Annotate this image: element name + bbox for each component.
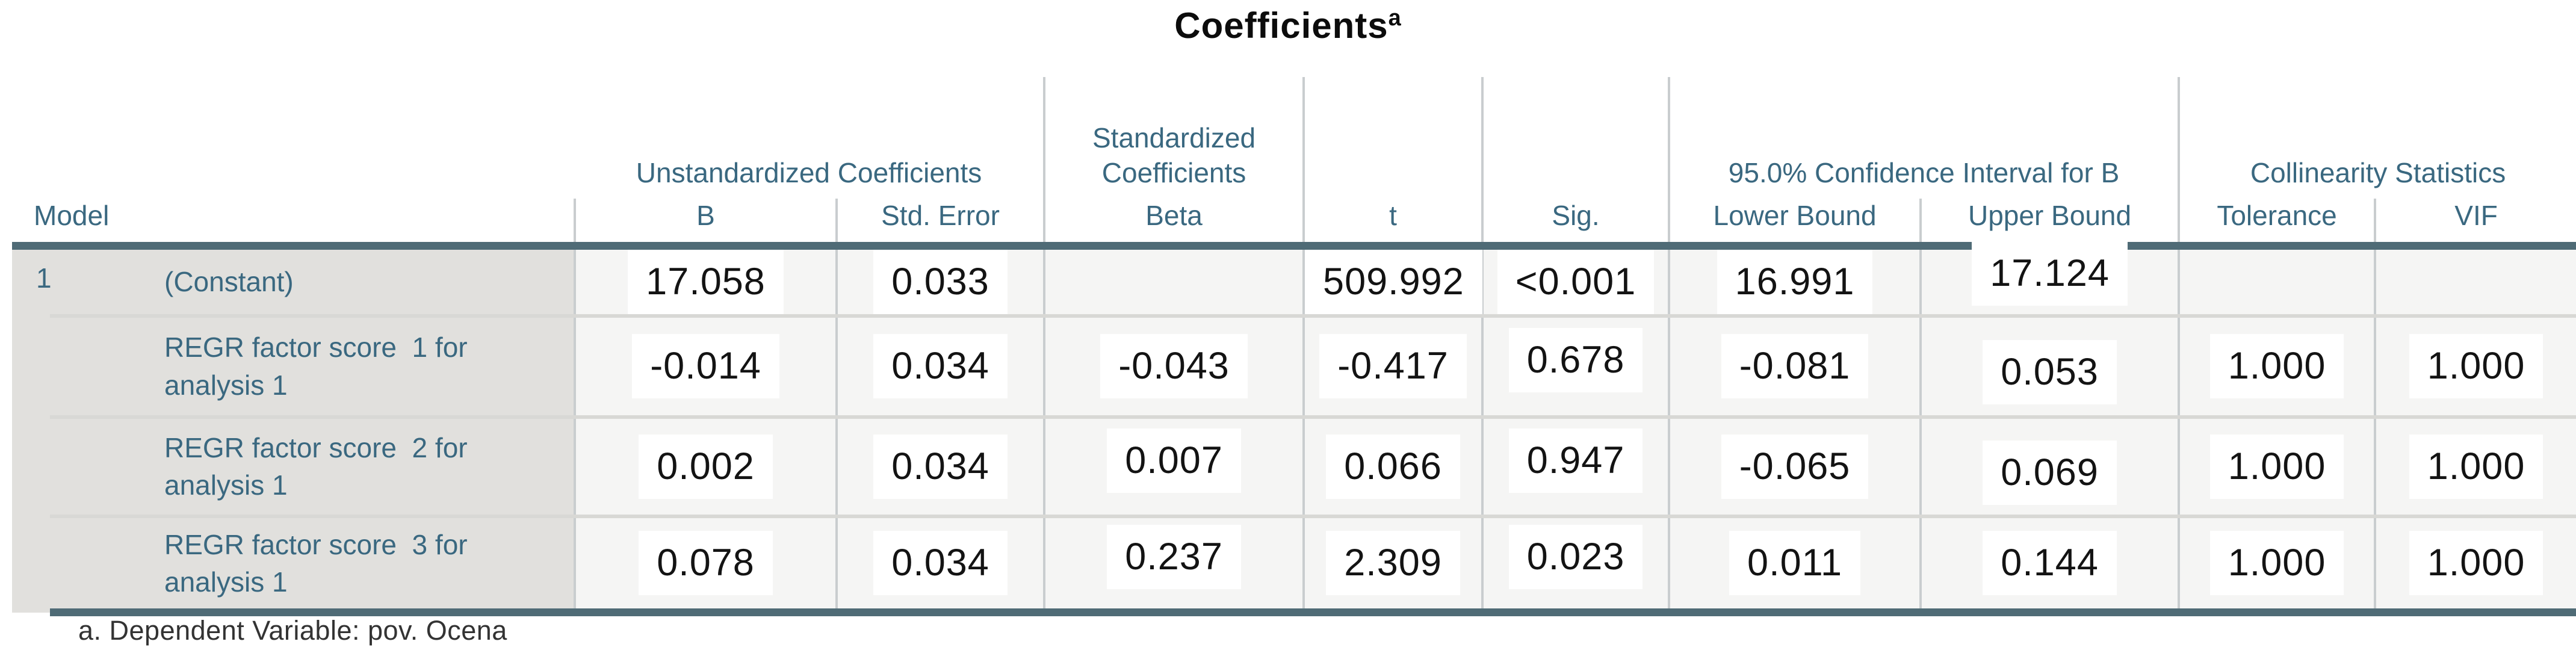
value-vif: 1.000 (2409, 531, 2543, 596)
value-b: 0.078 (639, 531, 773, 596)
row-label-factor-2: REGR factor score 2 for analysis 1 (50, 416, 575, 518)
row-label-factor-3: REGR factor score 3 for analysis 1 (50, 516, 575, 616)
value-upper-bound: 0.144 (1983, 531, 2117, 596)
value-t: 2.309 (1326, 531, 1460, 596)
table-row: 1 (Constant) 17.058 0.033 509.992 <0.001… (12, 241, 2576, 613)
value-sig: <0.001 (1497, 249, 1655, 314)
column-header-vif: VIF (2374, 199, 2576, 250)
row-label-constant: (Constant) (50, 246, 575, 318)
table-row: REGR factor score 1 for analysis 1 -0.01… (12, 315, 2576, 419)
table-title: Coefficientsa (0, 5, 2576, 46)
value-vif: 1.000 (2409, 334, 2543, 398)
value-t: 0.066 (1326, 434, 1460, 499)
column-header-sig: Sig. (1481, 77, 1670, 250)
column-header-t: t (1302, 77, 1483, 250)
value-upper-bound: 0.069 (1983, 440, 2117, 505)
value-b: 0.002 (639, 434, 773, 499)
column-header-model: Model (12, 77, 575, 250)
group-header-collinearity-statistics: Collinearity Statistics (2178, 77, 2576, 199)
table-footnote: a. Dependent Variable: pov. Ocena (78, 615, 507, 646)
column-header-lower-bound: Lower Bound (1668, 199, 1921, 250)
value-tolerance: 1.000 (2209, 434, 2344, 499)
column-header-std-error: Std. Error (835, 199, 1045, 250)
group-header-unstandardized-coefficients: Unstandardized Coefficients (575, 77, 1045, 199)
value-lower-bound: -0.081 (1721, 334, 1869, 398)
value-upper-bound: 0.053 (1983, 340, 2117, 404)
value-lower-bound: -0.065 (1721, 434, 1869, 499)
value-beta: 0.007 (1107, 428, 1241, 493)
value-sig: 0.678 (1508, 328, 1643, 392)
value-sig: 0.023 (1508, 525, 1643, 590)
value-vif: 1.000 (2409, 434, 2543, 499)
value-std-error: 0.034 (873, 334, 1008, 398)
value-t: -0.417 (1319, 334, 1467, 398)
group-header-confidence-interval: 95.0% Confidence Interval for B (1668, 77, 2179, 199)
column-header-beta: Beta (1043, 199, 1304, 250)
column-header-tolerance: Tolerance (2178, 199, 2376, 250)
group-header-standardized-coefficients: Standardized Coefficients (1043, 77, 1304, 199)
value-beta: 0.237 (1107, 525, 1241, 590)
value-b: 17.058 (628, 249, 784, 314)
value-tolerance: 1.000 (2209, 531, 2344, 596)
value-std-error: 0.034 (873, 531, 1008, 596)
table-row: REGR factor score 2 for analysis 1 0.002… (12, 416, 2576, 518)
table-title-text: Coefficients (1174, 5, 1389, 46)
column-header-upper-bound: Upper Bound (1919, 199, 2179, 250)
model-number-cell: 1 (12, 246, 52, 613)
value-beta: -0.043 (1100, 334, 1248, 398)
row-label-factor-1: REGR factor score 1 for analysis 1 (50, 315, 575, 419)
value-std-error: 0.034 (873, 434, 1008, 499)
value-t: 509.992 (1305, 249, 1482, 314)
value-lower-bound: 16.991 (1717, 249, 1873, 314)
value-std-error: 0.033 (873, 249, 1008, 314)
table-row: REGR factor score 3 for analysis 1 0.078… (12, 516, 2576, 616)
value-tolerance: 1.000 (2209, 334, 2344, 398)
coefficients-table: Model Unstandardized Coefficients Standa… (12, 77, 2576, 616)
value-sig: 0.947 (1508, 428, 1643, 493)
value-lower-bound: 0.011 (1729, 531, 1861, 596)
value-b: -0.014 (632, 334, 779, 398)
value-upper-bound: 17.124 (1972, 241, 2128, 306)
column-header-b: B (574, 199, 837, 250)
table-title-footnote-marker: a (1388, 5, 1402, 31)
